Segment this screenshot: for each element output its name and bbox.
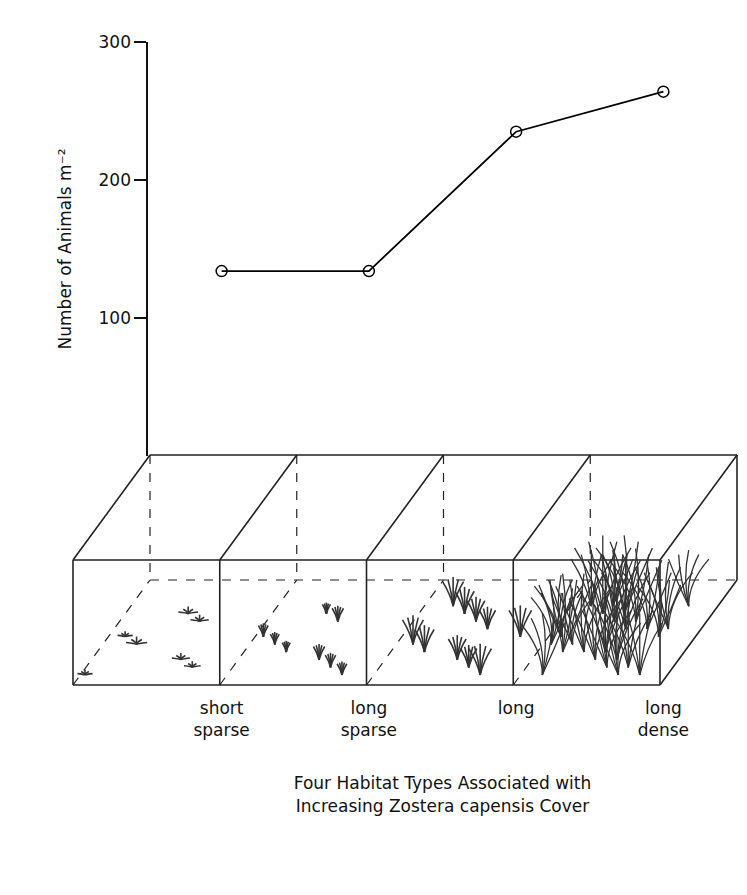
svg-text:Number of Animals m⁻²: Number of Animals m⁻² (55, 149, 75, 350)
svg-text:long: long (498, 698, 535, 718)
svg-text:Four Habitat Types Associated: Four Habitat Types Associated withIncrea… (294, 773, 592, 815)
svg-text:longsparse: longsparse (341, 698, 397, 740)
svg-text:shortsparse: shortsparse (193, 698, 249, 740)
svg-text:300: 300 (99, 32, 131, 52)
svg-text:100: 100 (99, 308, 131, 328)
svg-text:200: 200 (99, 170, 131, 190)
svg-text:longdense: longdense (638, 698, 689, 740)
